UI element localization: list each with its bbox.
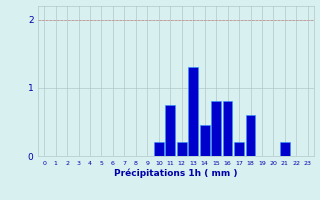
- Bar: [154, 142, 164, 156]
- Bar: [223, 101, 232, 156]
- Bar: [200, 125, 210, 156]
- Bar: [234, 142, 244, 156]
- Bar: [280, 142, 290, 156]
- Bar: [211, 101, 221, 156]
- Bar: [188, 67, 198, 156]
- Bar: [246, 115, 255, 156]
- Bar: [165, 105, 175, 156]
- X-axis label: Précipitations 1h ( mm ): Précipitations 1h ( mm ): [114, 169, 238, 178]
- Bar: [177, 142, 187, 156]
